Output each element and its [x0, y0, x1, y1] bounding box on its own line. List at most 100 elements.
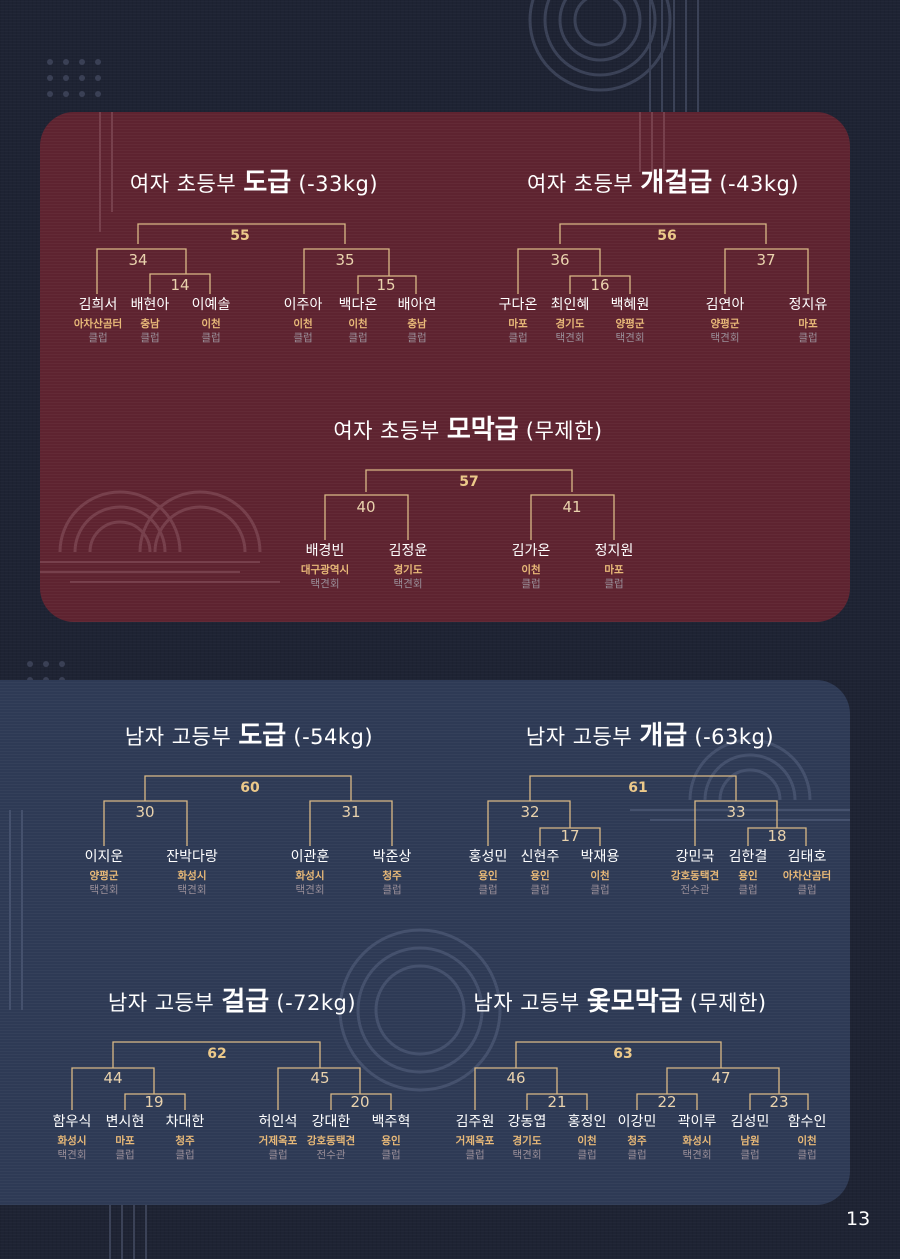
player-region: 화성시	[682, 1135, 712, 1147]
player-region: 이천	[521, 564, 541, 576]
weight-class: 개걸급	[640, 168, 713, 198]
cloud-pattern-blue	[9, 738, 850, 1092]
player-region: 양평군	[710, 318, 740, 330]
player-region: 청주	[627, 1135, 647, 1147]
player-region: 거제옥포	[455, 1135, 495, 1147]
final-match-number: 62	[207, 1046, 227, 1062]
player-region: 이천	[293, 318, 313, 330]
title-prefix: 여자 초등부	[129, 172, 237, 196]
match-number: 32	[520, 803, 540, 821]
player-region: 아차산곰터	[782, 870, 832, 882]
player-club: 클럽	[115, 1149, 135, 1161]
title-suffix: (무제한)	[525, 419, 603, 443]
player-region: 양평군	[615, 318, 645, 330]
player-club: 택견회	[710, 332, 740, 344]
weight-class: 걸급	[221, 987, 270, 1017]
bracket-lines-m-otmomak	[474, 1041, 809, 1110]
match-number: 40	[356, 498, 376, 516]
player-name: 배아연	[397, 297, 437, 313]
match-number: 47	[711, 1069, 731, 1087]
player-name: 홍정인	[567, 1114, 607, 1130]
player-region: 충남	[407, 318, 427, 330]
title-suffix: (-54kg)	[293, 725, 374, 749]
player-club: 택견회	[295, 884, 325, 896]
player-name: 김연아	[705, 297, 745, 313]
player-region: 남원	[740, 1135, 760, 1147]
player-club: 클럽	[530, 884, 550, 896]
match-number: 37	[756, 251, 776, 269]
player-club: 클럽	[627, 1149, 647, 1161]
player-name: 허인석	[258, 1114, 298, 1130]
player-region: 이천	[577, 1135, 597, 1147]
player-club: 클럽	[465, 1149, 485, 1161]
title-suffix: (무제한)	[689, 991, 767, 1015]
player-club: 클럽	[738, 884, 758, 896]
player-name: 함우식	[52, 1114, 92, 1130]
player-region: 이천	[348, 318, 368, 330]
player-club: 전수관	[680, 884, 710, 896]
player-name: 김정윤	[388, 543, 428, 559]
match-number: 31	[341, 803, 361, 821]
bracket-title-m-gae: 남자 고등부 개급 (-63kg)	[526, 715, 774, 752]
player-region: 아차산곰터	[73, 318, 123, 330]
player-club: 택견회	[57, 1149, 87, 1161]
match-number: 30	[135, 803, 155, 821]
page-number: 13	[846, 1208, 871, 1230]
player-club: 클럽	[604, 578, 624, 590]
player-club: 클럽	[88, 332, 108, 344]
player-region: 용인	[738, 870, 758, 882]
player-club: 택견회	[310, 578, 340, 590]
bracket-title-m-otmomak: 남자 고등부 옻모막급 (무제한)	[473, 981, 766, 1018]
match-number: 21	[547, 1093, 567, 1111]
bracket-lines-m-geol	[71, 1041, 392, 1110]
bracket-title-w-do: 여자 초등부 도급 (-33kg)	[130, 162, 378, 199]
player-name: 김가온	[511, 543, 551, 559]
player-club: 전수관	[316, 1149, 346, 1161]
match-number: 46	[506, 1069, 526, 1087]
title-prefix: 여자 초등부	[333, 419, 440, 443]
player-name: 차대한	[165, 1114, 205, 1130]
player-name: 김태호	[787, 849, 827, 865]
match-number: 45	[310, 1069, 330, 1087]
match-number: 33	[726, 803, 746, 821]
player-region: 마포	[508, 318, 528, 330]
player-name: 김성민	[730, 1114, 770, 1130]
player-region: 마포	[115, 1135, 135, 1147]
cloud-pattern-red	[40, 112, 665, 583]
player-name: 박준상	[372, 849, 412, 865]
player-name: 백다온	[338, 297, 378, 313]
match-number: 34	[128, 251, 148, 269]
final-match-number: 55	[230, 228, 250, 244]
player-club: 클럽	[521, 578, 541, 590]
title-suffix: (-63kg)	[694, 725, 775, 749]
player-club: 클럽	[590, 884, 610, 896]
weight-class: 옻모막급	[586, 987, 683, 1017]
match-number: 17	[560, 827, 580, 845]
player-club: 클럽	[797, 884, 817, 896]
player-region: 마포	[798, 318, 818, 330]
player-name: 구다온	[498, 297, 538, 313]
match-number: 19	[144, 1093, 164, 1111]
weight-class: 모막급	[446, 415, 519, 445]
player-region: 대구광역시	[300, 564, 350, 576]
player-region: 화성시	[177, 870, 207, 882]
player-region: 이천	[201, 318, 221, 330]
title-prefix: 남자 고등부	[473, 991, 580, 1015]
player-name: 강동엽	[507, 1114, 547, 1130]
player-name: 이강민	[617, 1114, 657, 1130]
bracket-title-m-geol: 남자 고등부 걸급 (-72kg)	[108, 981, 356, 1018]
bracket-title-w-gaegeol: 여자 초등부 개걸급 (-43kg)	[527, 162, 799, 199]
match-number: 22	[657, 1093, 677, 1111]
match-number: 20	[350, 1093, 370, 1111]
player-region: 경기도	[555, 318, 585, 330]
player-club: 클럽	[293, 332, 313, 344]
weight-class: 개급	[639, 721, 688, 751]
player-name: 곽이루	[677, 1114, 717, 1130]
men-highschool-panel	[0, 680, 850, 1205]
player-name: 홍성민	[468, 849, 508, 865]
title-suffix: (-43kg)	[719, 172, 800, 196]
player-club: 택견회	[682, 1149, 712, 1161]
player-name: 변시현	[105, 1114, 145, 1130]
match-number: 41	[562, 498, 582, 516]
